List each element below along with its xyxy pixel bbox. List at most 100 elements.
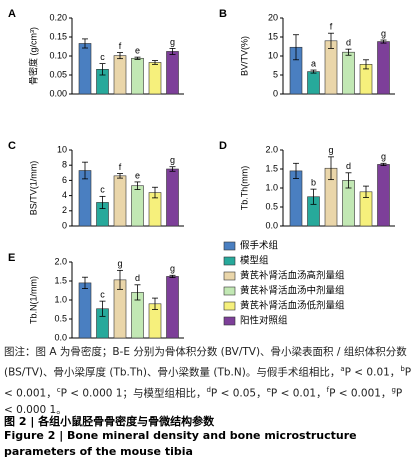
error-bar xyxy=(310,188,317,205)
y-tick-label: 0.5 xyxy=(265,201,278,211)
bar xyxy=(131,57,144,95)
legend-swatch xyxy=(223,256,236,266)
significance-label: f xyxy=(119,162,122,172)
note-superscript: b xyxy=(400,365,405,373)
bar xyxy=(78,282,92,339)
legend-label: 阳性对照组 xyxy=(240,315,288,327)
bar xyxy=(131,185,144,227)
y-tick-label: 0.05 xyxy=(49,69,67,79)
panel-label: A xyxy=(8,8,16,20)
error-bar xyxy=(117,269,123,290)
error-bar xyxy=(169,166,176,172)
panel-label: D xyxy=(219,140,227,152)
significance-label: e xyxy=(135,170,140,180)
note-text: P < 0.01， xyxy=(344,366,401,379)
legend-label: 模型组 xyxy=(240,255,269,267)
y-tick-label: 0.10 xyxy=(49,50,67,60)
y-tick-label: 0.20 xyxy=(49,12,67,22)
note-superscript: c xyxy=(56,385,61,394)
figure-note: 图注：图 A 为骨密度；B-E 分别为骨体积分数 (BV/TV)、骨小梁表面积 … xyxy=(4,344,414,419)
significance-label: g xyxy=(170,155,175,165)
note-text: P < 0.05， xyxy=(210,387,267,399)
y-tick-label: 0.15 xyxy=(49,31,67,41)
bar xyxy=(342,51,355,95)
panel-label: B xyxy=(219,8,227,20)
error-bar xyxy=(82,38,88,49)
error-bar xyxy=(380,39,387,44)
note-superscript: a xyxy=(340,365,345,373)
legend-label: 黄芪补肾活血汤低剂量组 xyxy=(240,300,345,312)
error-bar xyxy=(363,59,369,70)
chart: A 骨密度 (g/cm³) 0.00 0.05 0.10 0.15 0.20 c f e g B BV/… xyxy=(8,8,395,342)
y-tick-label: 10 xyxy=(57,144,67,154)
y-tick-label: 0.00 xyxy=(49,88,67,98)
error-bar xyxy=(134,284,141,301)
note-text: P < 0.000 1；与模型组相比， xyxy=(60,387,207,399)
bar xyxy=(148,62,162,95)
significance-label: d xyxy=(346,38,351,48)
error-bar xyxy=(82,276,88,290)
y-tick-label: 8 xyxy=(62,160,67,170)
note-text: P < 0.001， xyxy=(4,366,412,400)
bar xyxy=(289,170,303,227)
significance-label: b xyxy=(311,178,316,188)
y-tick-label: 1.5 xyxy=(265,163,278,173)
y-axis-label: BS/TV(1/mm) xyxy=(28,161,38,216)
error-bar xyxy=(152,297,158,310)
y-tick-label: 2.0 xyxy=(54,256,67,266)
significance-label: c xyxy=(100,52,105,62)
error-bar xyxy=(152,60,158,65)
error-bar xyxy=(328,32,334,49)
y-axis-label: BV/TV(%) xyxy=(239,36,249,76)
y-tick-label: 0.5 xyxy=(54,313,67,323)
note-text: P < 0.000 1。 xyxy=(4,387,403,416)
note-superscript: d xyxy=(206,385,211,394)
y-tick-label: 2 xyxy=(62,205,67,215)
note-superscript: e xyxy=(266,385,271,394)
bar xyxy=(78,43,92,95)
note-text: 图注：图 A 为骨密度；B-E 分别为骨体积分数 (BV/TV)、骨小梁表面积 … xyxy=(4,346,407,379)
y-tick-label: 6 xyxy=(62,175,67,185)
error-bar xyxy=(169,274,176,278)
error-bar xyxy=(169,48,176,55)
note-text: P < 0.001， xyxy=(329,387,392,399)
y-axis-label: Tb.Th(mm) xyxy=(239,166,249,211)
significance-label: c xyxy=(100,290,105,300)
legend-label: 黄芪补肾活血汤高剂量组 xyxy=(240,270,345,282)
y-tick-label: 1.0 xyxy=(265,182,278,192)
y-tick-label: 4 xyxy=(62,190,67,200)
y-tick-label: 2.0 xyxy=(265,144,278,154)
y-tick-label: 1.5 xyxy=(54,275,67,285)
y-tick-label: 5 xyxy=(273,69,278,79)
error-bar xyxy=(293,162,299,179)
significance-label: f xyxy=(119,41,122,51)
legend-swatch xyxy=(223,286,236,296)
bar xyxy=(377,164,390,227)
bar xyxy=(113,175,127,227)
y-tick-label: 10 xyxy=(268,50,278,60)
bar xyxy=(166,168,179,227)
figure-title-en: Figure 2 | Bone mineral density and bone… xyxy=(4,429,357,458)
error-bar xyxy=(345,48,352,56)
y-tick-label: 20 xyxy=(268,12,278,22)
panel-label: E xyxy=(8,252,15,264)
significance-label: g xyxy=(381,28,386,38)
significance-label: d xyxy=(135,273,140,283)
significance-label: g xyxy=(381,152,386,162)
note-superscript: g xyxy=(391,385,396,394)
y-tick-label: 0 xyxy=(273,88,278,98)
error-bar xyxy=(99,300,106,317)
error-bar xyxy=(117,173,123,179)
error-bar xyxy=(134,56,141,60)
note-text: P < 0.01， xyxy=(270,387,327,399)
error-bar xyxy=(117,52,123,60)
y-tick-label: 0 xyxy=(62,220,67,230)
error-bar xyxy=(99,195,106,209)
significance-label: e xyxy=(135,46,140,56)
y-axis-label: 骨密度 (g/cm³) xyxy=(27,27,38,85)
figure-title-cn: 图 2 | 各组小鼠胫骨骨密度与骨微结构参数 xyxy=(4,415,215,428)
y-tick-label: 15 xyxy=(268,31,278,41)
legend-label: 黄芪补肾活血汤中剂量组 xyxy=(240,285,345,297)
error-bar xyxy=(293,34,299,61)
